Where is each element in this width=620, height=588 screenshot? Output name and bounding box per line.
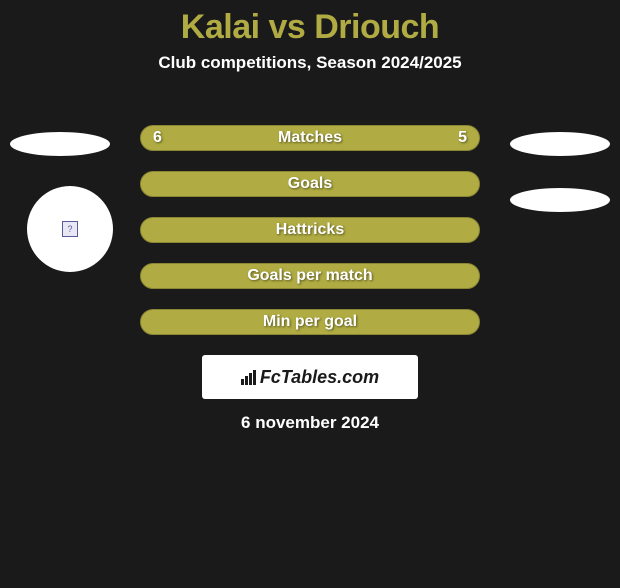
snapshot-date: 6 november 2024 [0,413,620,433]
comparison-title: Kalai vs Driouch [0,8,620,47]
stat-label: Hattricks [141,221,479,239]
logo-text-label: FcTables.com [260,367,379,388]
stat-row-goals-per-match: Goals per match [140,263,480,289]
logo-bars-icon [241,370,256,385]
stat-label: Goals per match [141,267,479,285]
stat-row-hattricks: Hattricks [140,217,480,243]
stat-value-left: 6 [153,129,162,147]
player-avatar-placeholder: ? [27,186,113,272]
stat-row-goals: Goals [140,171,480,197]
stat-label: Goals [141,175,479,193]
decorative-ellipse-right-top [510,132,610,156]
decorative-ellipse-right-bottom [510,188,610,212]
decorative-ellipse-left [10,132,110,156]
season-subtitle: Club competitions, Season 2024/2025 [0,53,620,73]
stat-label: Min per goal [141,313,479,331]
stat-label: Matches [141,129,479,147]
avatar-broken-icon: ? [62,221,78,237]
fctables-logo: FcTables.com [241,367,379,388]
stat-row-min-per-goal: Min per goal [140,309,480,335]
stat-row-matches: Matches6 5 [140,125,480,151]
stat-value-right: 5 [458,129,467,147]
fctables-logo-box: FcTables.com [202,355,418,399]
